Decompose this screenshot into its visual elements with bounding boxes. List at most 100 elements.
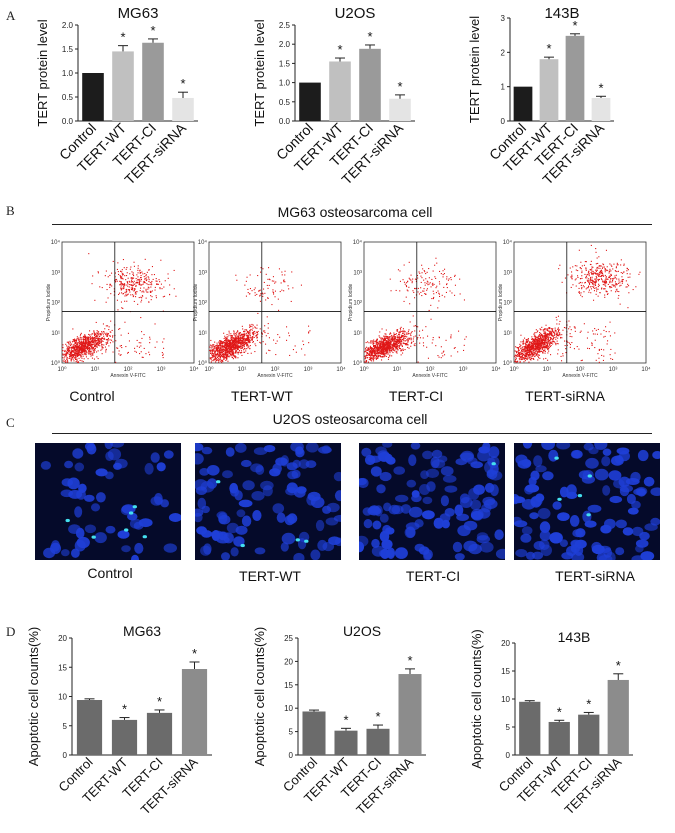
flow-event-dot xyxy=(92,339,94,341)
flow-event-dot xyxy=(384,337,386,339)
flow-event-dot xyxy=(132,294,134,296)
flow-event-dot xyxy=(584,261,586,263)
flow-event-dot xyxy=(225,355,227,357)
flow-event-dot xyxy=(387,338,389,340)
flow-event-dot xyxy=(395,333,397,335)
flow-event-dot xyxy=(544,331,546,333)
bar-control xyxy=(519,701,541,755)
flow-event-dot xyxy=(385,352,387,354)
flow-event-dot xyxy=(80,353,82,355)
flow-event-dot xyxy=(519,361,521,363)
flow-event-dot xyxy=(368,348,370,350)
flow-event-dot xyxy=(426,288,428,290)
flow-event-dot xyxy=(101,340,103,342)
flow-event-dot xyxy=(238,342,240,344)
flow-event-dot xyxy=(136,339,138,341)
flow-event-dot xyxy=(412,338,414,340)
flow-event-dot xyxy=(395,338,397,340)
flow-event-dot xyxy=(226,334,228,336)
flow-event-dot xyxy=(229,344,231,346)
flow-event-dot xyxy=(118,328,120,330)
flow-event-dot xyxy=(587,280,589,282)
y-axis-label: Propidium Iodide xyxy=(348,284,354,322)
flow-event-dot xyxy=(555,344,557,346)
flow-event-dot xyxy=(85,344,87,346)
flow-event-dot xyxy=(252,324,254,326)
flow-event-dot xyxy=(376,355,378,357)
flow-event-dot xyxy=(249,348,251,350)
significance-marker: * xyxy=(157,694,162,709)
flow-event-dot xyxy=(105,349,107,351)
flow-event-dot xyxy=(235,340,237,342)
flow-event-dot xyxy=(162,341,164,343)
flow-event-dot xyxy=(521,346,523,348)
flow-event-dot xyxy=(531,345,533,347)
bar-tert-wt xyxy=(111,719,138,755)
flow-event-dot xyxy=(551,333,553,335)
flow-event-dot xyxy=(375,348,377,350)
flow-event-dot xyxy=(211,358,213,360)
flow-event-dot xyxy=(83,348,85,350)
flow-event-dot xyxy=(524,337,526,339)
flow-event-dot xyxy=(214,355,216,357)
flow-event-dot xyxy=(547,347,549,349)
flow-event-dot xyxy=(80,337,82,339)
flow-event-dot xyxy=(532,338,534,340)
flow-event-dot xyxy=(403,281,405,283)
flow-event-dot xyxy=(550,333,552,335)
flow-event-dot xyxy=(367,348,369,350)
flow-event-dot xyxy=(234,356,236,358)
flow-event-dot xyxy=(376,341,378,343)
flow-event-dot xyxy=(81,352,83,354)
flow-event-dot xyxy=(540,346,542,348)
bar-tert-wt xyxy=(548,721,570,755)
flow-event-dot xyxy=(219,352,221,354)
flow-event-dot xyxy=(519,343,521,345)
flow-event-dot xyxy=(534,338,536,340)
flow-event-dot xyxy=(443,350,445,352)
flow-event-dot xyxy=(133,295,135,297)
flow-event-dot xyxy=(394,350,396,352)
flow-event-dot xyxy=(560,336,562,338)
flow-event-dot xyxy=(80,348,82,350)
flow-event-dot xyxy=(238,345,240,347)
chart-title: U2OS xyxy=(343,623,381,639)
flow-event-dot xyxy=(412,278,414,280)
flow-event-dot xyxy=(382,341,384,343)
flow-event-dot xyxy=(232,347,234,349)
flow-event-dot xyxy=(247,335,249,337)
flow-event-dot xyxy=(139,284,141,286)
flow-event-dot xyxy=(547,337,549,339)
flow-event-dot xyxy=(610,274,612,276)
flow-event-dot xyxy=(233,333,235,335)
flow-event-dot xyxy=(434,276,436,278)
flow-event-dot xyxy=(380,349,382,351)
flow-event-dot xyxy=(214,348,216,350)
flow-event-dot xyxy=(522,342,524,344)
flow-event-dot xyxy=(372,349,374,351)
flow-event-dot xyxy=(144,281,146,283)
flow-event-dot xyxy=(123,283,125,285)
flow-event-dot xyxy=(109,339,111,341)
flow-event-dot xyxy=(118,350,120,352)
flow-event-dot xyxy=(451,292,453,294)
flow-event-dot xyxy=(459,278,461,280)
flow-event-dot xyxy=(536,338,538,340)
flow-event-dot xyxy=(393,342,395,344)
flow-event-dot xyxy=(520,348,522,350)
flow-event-dot xyxy=(87,347,89,349)
flow-event-dot xyxy=(381,355,383,357)
flow-event-dot xyxy=(233,347,235,349)
flow-event-dot xyxy=(405,340,407,342)
flow-event-dot xyxy=(135,293,137,295)
flow-event-dot xyxy=(225,352,227,354)
flow-event-dot xyxy=(609,286,611,288)
flow-event-dot xyxy=(236,336,238,338)
flow-event-dot xyxy=(68,349,70,351)
flow-event-dot xyxy=(304,354,306,356)
flow-event-dot xyxy=(218,345,220,347)
flow-event-dot xyxy=(135,296,137,298)
bar-tert-ci xyxy=(146,712,173,755)
flow-event-dot xyxy=(527,348,529,350)
flow-event-dot xyxy=(535,340,537,342)
